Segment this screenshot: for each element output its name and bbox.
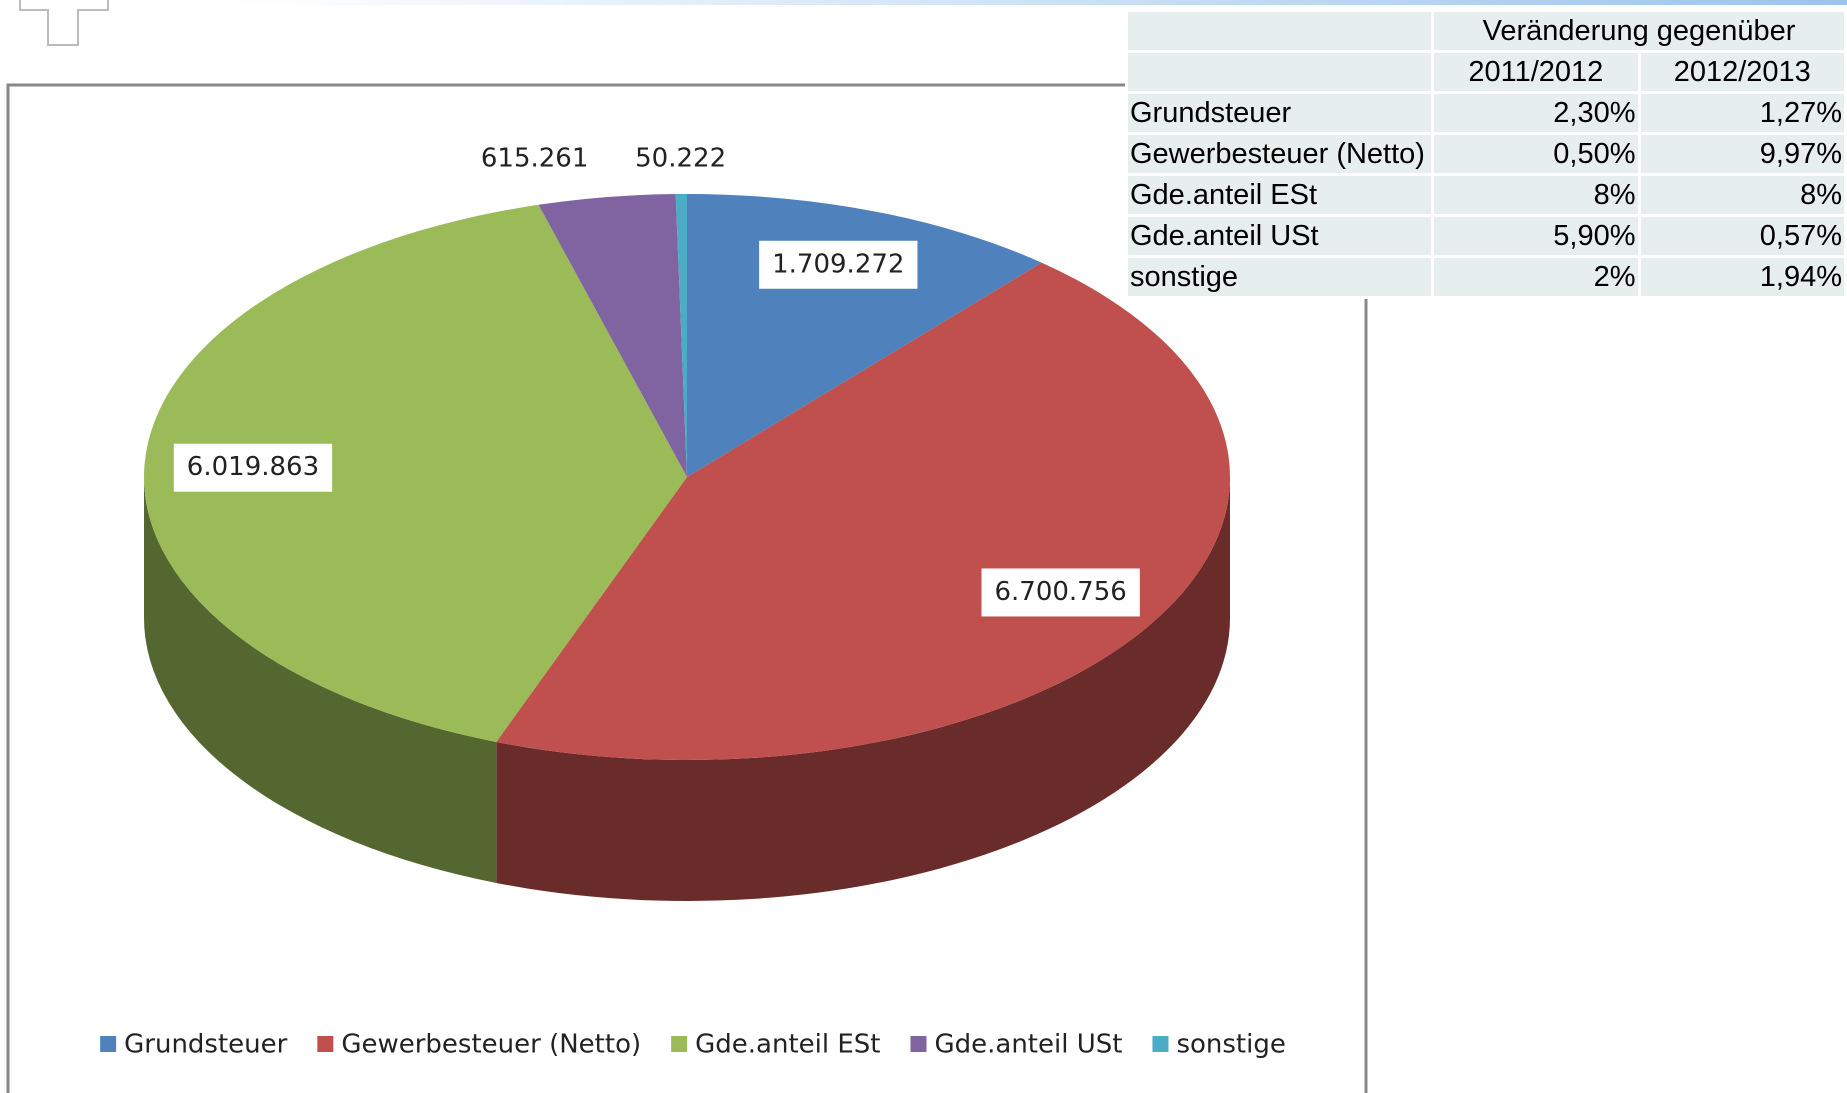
- table-cell: Gde.anteil USt: [1124, 214, 1435, 258]
- pie-slice: [538, 194, 687, 477]
- table-cell: 1,94%: [1637, 255, 1847, 299]
- legend-swatch: [1152, 1036, 1169, 1052]
- table-row: sonstige 2% 1,94%: [1124, 255, 1847, 299]
- table-cell: 0,50%: [1431, 132, 1641, 176]
- pie-side: [144, 477, 497, 883]
- table-cell: 0,57%: [1637, 214, 1847, 258]
- table-cell: 5,90%: [1431, 214, 1641, 258]
- legend-label: Grundsteuer: [124, 1030, 288, 1060]
- table-cell: 2012/2013: [1637, 50, 1847, 94]
- table-cell: 2011/2012: [1431, 50, 1641, 94]
- legend-label: sonstige: [1176, 1030, 1285, 1060]
- corner-icon: [19, 0, 109, 46]
- data-label: 6.019.863: [187, 452, 319, 482]
- table-row: 2011/2012 2012/2013: [1124, 50, 1847, 94]
- legend-swatch: [317, 1036, 334, 1052]
- table-row: Veränderung gegenüber: [1124, 9, 1847, 53]
- legend-label: Gde.anteil USt: [934, 1030, 1122, 1060]
- table-cell: [1124, 50, 1435, 94]
- pie-sides: [144, 477, 1231, 901]
- data-label: 50.222: [635, 144, 726, 174]
- change-table: Veränderung gegenüber 2011/2012 2012/2013 G…: [1124, 9, 1847, 299]
- legend-swatch: [910, 1036, 927, 1052]
- table-cell: 2,30%: [1431, 91, 1641, 135]
- table-row: Gde.anteil USt 5,90% 0,57%: [1124, 214, 1847, 258]
- table-cell: Gewerbesteuer (Netto): [1124, 132, 1435, 176]
- table-cell: 8%: [1637, 173, 1847, 217]
- table-cell: [1124, 9, 1435, 53]
- chart-frame: [6, 83, 1368, 1093]
- pie-tops: [143, 194, 1231, 761]
- table-cell: Grundsteuer: [1124, 91, 1435, 135]
- data-label: 6.700.756: [994, 577, 1126, 607]
- pie-slice: [675, 194, 687, 477]
- legend-swatch: [671, 1036, 688, 1052]
- top-bar: [230, 0, 1847, 5]
- data-label-box: [173, 443, 333, 492]
- data-label: 615.261: [481, 144, 589, 174]
- legend: Grundsteuer Gewerbesteuer (Netto) Gde.ante…: [100, 1030, 1286, 1060]
- table-row: Gde.anteil ESt 8% 8%: [1124, 173, 1847, 217]
- table-cell: 8%: [1431, 173, 1641, 217]
- pie-labels: 50.222 615.261 6.019.863 6.700.756 1.709.272: [173, 144, 1140, 617]
- table-cell: 9,97%: [1637, 132, 1847, 176]
- data-label-box: [981, 568, 1140, 617]
- pie-slice: [496, 262, 1231, 761]
- table-row: Grundsteuer 2,30% 1,27%: [1124, 91, 1847, 135]
- table-cell: 1,27%: [1637, 91, 1847, 135]
- legend-label: Gde.anteil ESt: [695, 1030, 880, 1060]
- table-row: Gewerbesteuer (Netto) 0,50% 9,97%: [1124, 132, 1847, 176]
- table-cell: sonstige: [1124, 255, 1435, 299]
- table-cell: 2%: [1431, 255, 1641, 299]
- table-cell: Veränderung gegenüber: [1431, 9, 1847, 53]
- legend-swatch: [100, 1036, 117, 1052]
- pie-side: [496, 477, 1231, 901]
- table-cell: Gde.anteil ESt: [1124, 173, 1435, 217]
- data-label-box: [759, 240, 918, 289]
- pie-slice: [143, 204, 687, 742]
- data-label: 1.709.272: [772, 249, 904, 279]
- legend-label: Gewerbesteuer (Netto): [341, 1030, 641, 1060]
